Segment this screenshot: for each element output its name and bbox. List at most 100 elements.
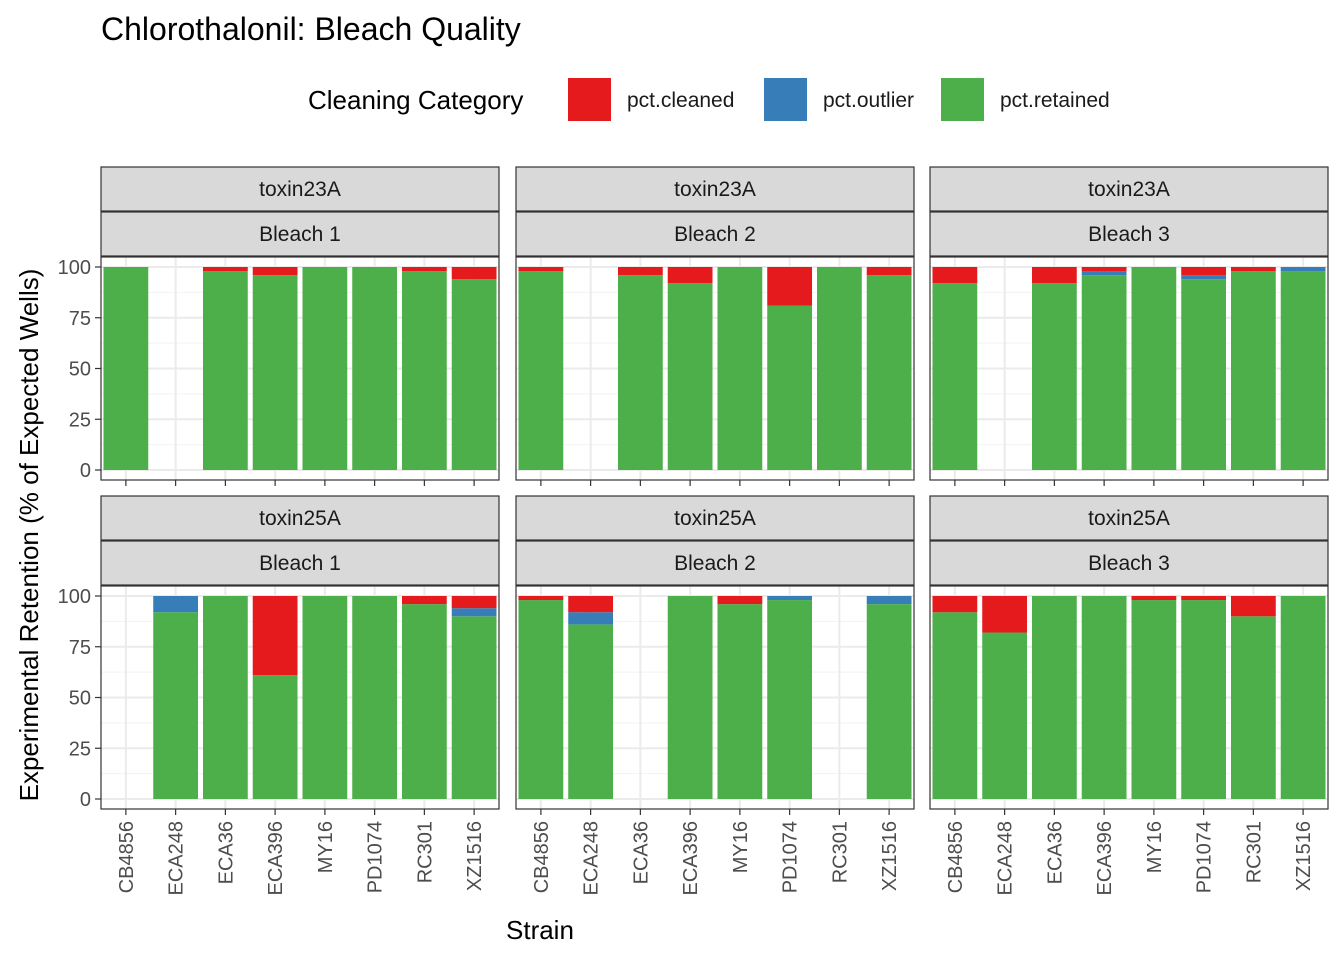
bar-segment-retained xyxy=(1280,271,1326,470)
bar-segment-retained xyxy=(518,600,564,799)
y-axis-title: Experimental Retention (% of Expected We… xyxy=(14,269,44,802)
bar-segment-retained xyxy=(982,632,1028,799)
bar-segment-cleaned xyxy=(932,267,978,284)
bar-segment-cleaned xyxy=(518,596,564,601)
bar-segment-cleaned xyxy=(401,596,447,605)
bar-segment-cleaned xyxy=(1230,596,1276,617)
bar-segment-cleaned xyxy=(1031,267,1077,284)
bar-segment-outlier xyxy=(1280,267,1326,272)
x-axis-title: Strain xyxy=(506,915,574,945)
x-tick-label: ECA248 xyxy=(581,821,603,896)
x-tick-label: ECA248 xyxy=(995,821,1017,896)
bar-segment-outlier xyxy=(1181,275,1227,280)
facet-panel: toxin23A Bleach 2 xyxy=(515,166,915,486)
facet-strip-toxin-label: toxin23A xyxy=(674,178,756,201)
x-tick-label: ECA396 xyxy=(265,821,287,896)
bar-segment-retained xyxy=(1230,616,1276,799)
facet-strip-toxin-label: toxin23A xyxy=(1088,178,1170,201)
x-tick-label: PD1074 xyxy=(1194,821,1216,893)
facet-panel: toxin25A Bleach 3 CB4856 ECA248 ECA36 ECA396 M… xyxy=(929,495,1329,896)
legend-label-outlier: pct.outlier xyxy=(823,89,914,112)
bar-segment-retained xyxy=(667,596,713,799)
bar-segment-outlier xyxy=(568,612,614,625)
facet-strip-bleach xyxy=(929,211,1329,257)
bar-segment-cleaned xyxy=(252,267,298,276)
bar-segment-cleaned xyxy=(518,267,564,272)
bar-segment-cleaned xyxy=(1181,596,1227,601)
bar-segment-retained xyxy=(767,600,813,799)
bar-segment-outlier xyxy=(866,596,912,605)
panel-border xyxy=(929,585,1329,810)
legend-label-retained: pct.retained xyxy=(1000,89,1110,112)
x-tick-label: XZ1516 xyxy=(464,821,486,891)
facet-strip-bleach-label: Bleach 1 xyxy=(259,223,341,246)
bar-segment-cleaned xyxy=(451,596,497,609)
bar-segment-retained xyxy=(932,612,978,799)
facet-strip-bleach-label: Bleach 1 xyxy=(259,552,341,575)
x-tick-label: ECA36 xyxy=(215,821,237,884)
bar-segment-retained xyxy=(1081,275,1127,470)
legend-swatch-outlier xyxy=(764,78,807,121)
facet-strip-bleach xyxy=(515,540,915,586)
bar-segment-retained xyxy=(518,271,564,470)
bar-segment-retained xyxy=(103,267,149,470)
bar-segment-retained xyxy=(1181,600,1227,799)
x-tick-label: CB4856 xyxy=(531,821,553,893)
bar-segment-cleaned xyxy=(932,596,978,613)
facet-strip-bleach xyxy=(100,540,500,586)
facet-strip-bleach-label: Bleach 3 xyxy=(1088,552,1170,575)
legend-swatch-cleaned xyxy=(568,78,611,121)
facet-strip-bleach-label: Bleach 2 xyxy=(674,223,756,246)
bar-segment-cleaned xyxy=(667,267,713,284)
x-tick-label: XZ1516 xyxy=(1293,821,1315,891)
bar-segment-cleaned xyxy=(1181,267,1227,276)
bar-segment-retained xyxy=(617,275,663,470)
bar-segment-retained xyxy=(352,596,398,799)
facet-strip-toxin-label: toxin25A xyxy=(259,507,341,530)
facet-strip-toxin xyxy=(929,495,1329,541)
facet-strip-toxin-label: toxin25A xyxy=(674,507,756,530)
bar-segment-outlier xyxy=(153,596,199,613)
x-tick-label: ECA396 xyxy=(1094,821,1116,896)
legend-item-outlier: pct.outlier xyxy=(764,78,914,121)
facet-panel: toxin23A Bleach 1 0 25 50 75 100 xyxy=(58,166,500,486)
facet-strip-toxin-label: toxin23A xyxy=(259,178,341,201)
bar-segment-cleaned xyxy=(717,596,763,605)
x-tick-label: MY16 xyxy=(315,821,337,873)
y-tick-label: 75 xyxy=(69,308,91,330)
legend-item-cleaned: pct.cleaned xyxy=(568,78,734,121)
bar-segment-retained xyxy=(667,283,713,470)
y-tick-label: 25 xyxy=(69,409,91,431)
bar-segment-retained xyxy=(153,612,199,799)
bar-segment-retained xyxy=(1081,596,1127,799)
facet-panels: toxin23A Bleach 1 0 25 50 75 100 toxin23A Bleach… xyxy=(58,166,1329,896)
bar-segment-retained xyxy=(1031,596,1077,799)
facet-strip-toxin xyxy=(515,495,915,541)
bar-segment-cleaned xyxy=(617,267,663,276)
bar-segment-retained xyxy=(302,596,348,799)
panel-border xyxy=(515,256,915,481)
facet-strip-bleach xyxy=(100,211,500,257)
bar-segment-retained xyxy=(717,267,763,470)
facet-strip-toxin xyxy=(515,166,915,212)
bar-segment-retained xyxy=(1280,596,1326,799)
legend-swatch-retained xyxy=(941,78,984,121)
bar-segment-cleaned xyxy=(1131,596,1177,601)
chart-title: Chlorothalonil: Bleach Quality xyxy=(101,11,521,47)
y-tick-label: 100 xyxy=(58,586,91,608)
x-tick-label: RC301 xyxy=(829,821,851,883)
bar-segment-retained xyxy=(866,604,912,799)
panel-border xyxy=(929,256,1329,481)
y-tick-label: 25 xyxy=(69,738,91,760)
bar-segment-retained xyxy=(767,305,813,470)
bar-segment-outlier xyxy=(1081,271,1127,276)
x-tick-label: RC301 xyxy=(414,821,436,883)
bar-segment-retained xyxy=(717,604,763,799)
bar-segment-retained xyxy=(816,267,862,470)
bar-segment-retained xyxy=(1031,283,1077,470)
x-tick-label: CB4856 xyxy=(945,821,967,893)
bar-segment-cleaned xyxy=(252,596,298,676)
x-tick-label: PD1074 xyxy=(365,821,387,893)
x-tick-label: PD1074 xyxy=(780,821,802,893)
bar-segment-cleaned xyxy=(451,267,497,280)
